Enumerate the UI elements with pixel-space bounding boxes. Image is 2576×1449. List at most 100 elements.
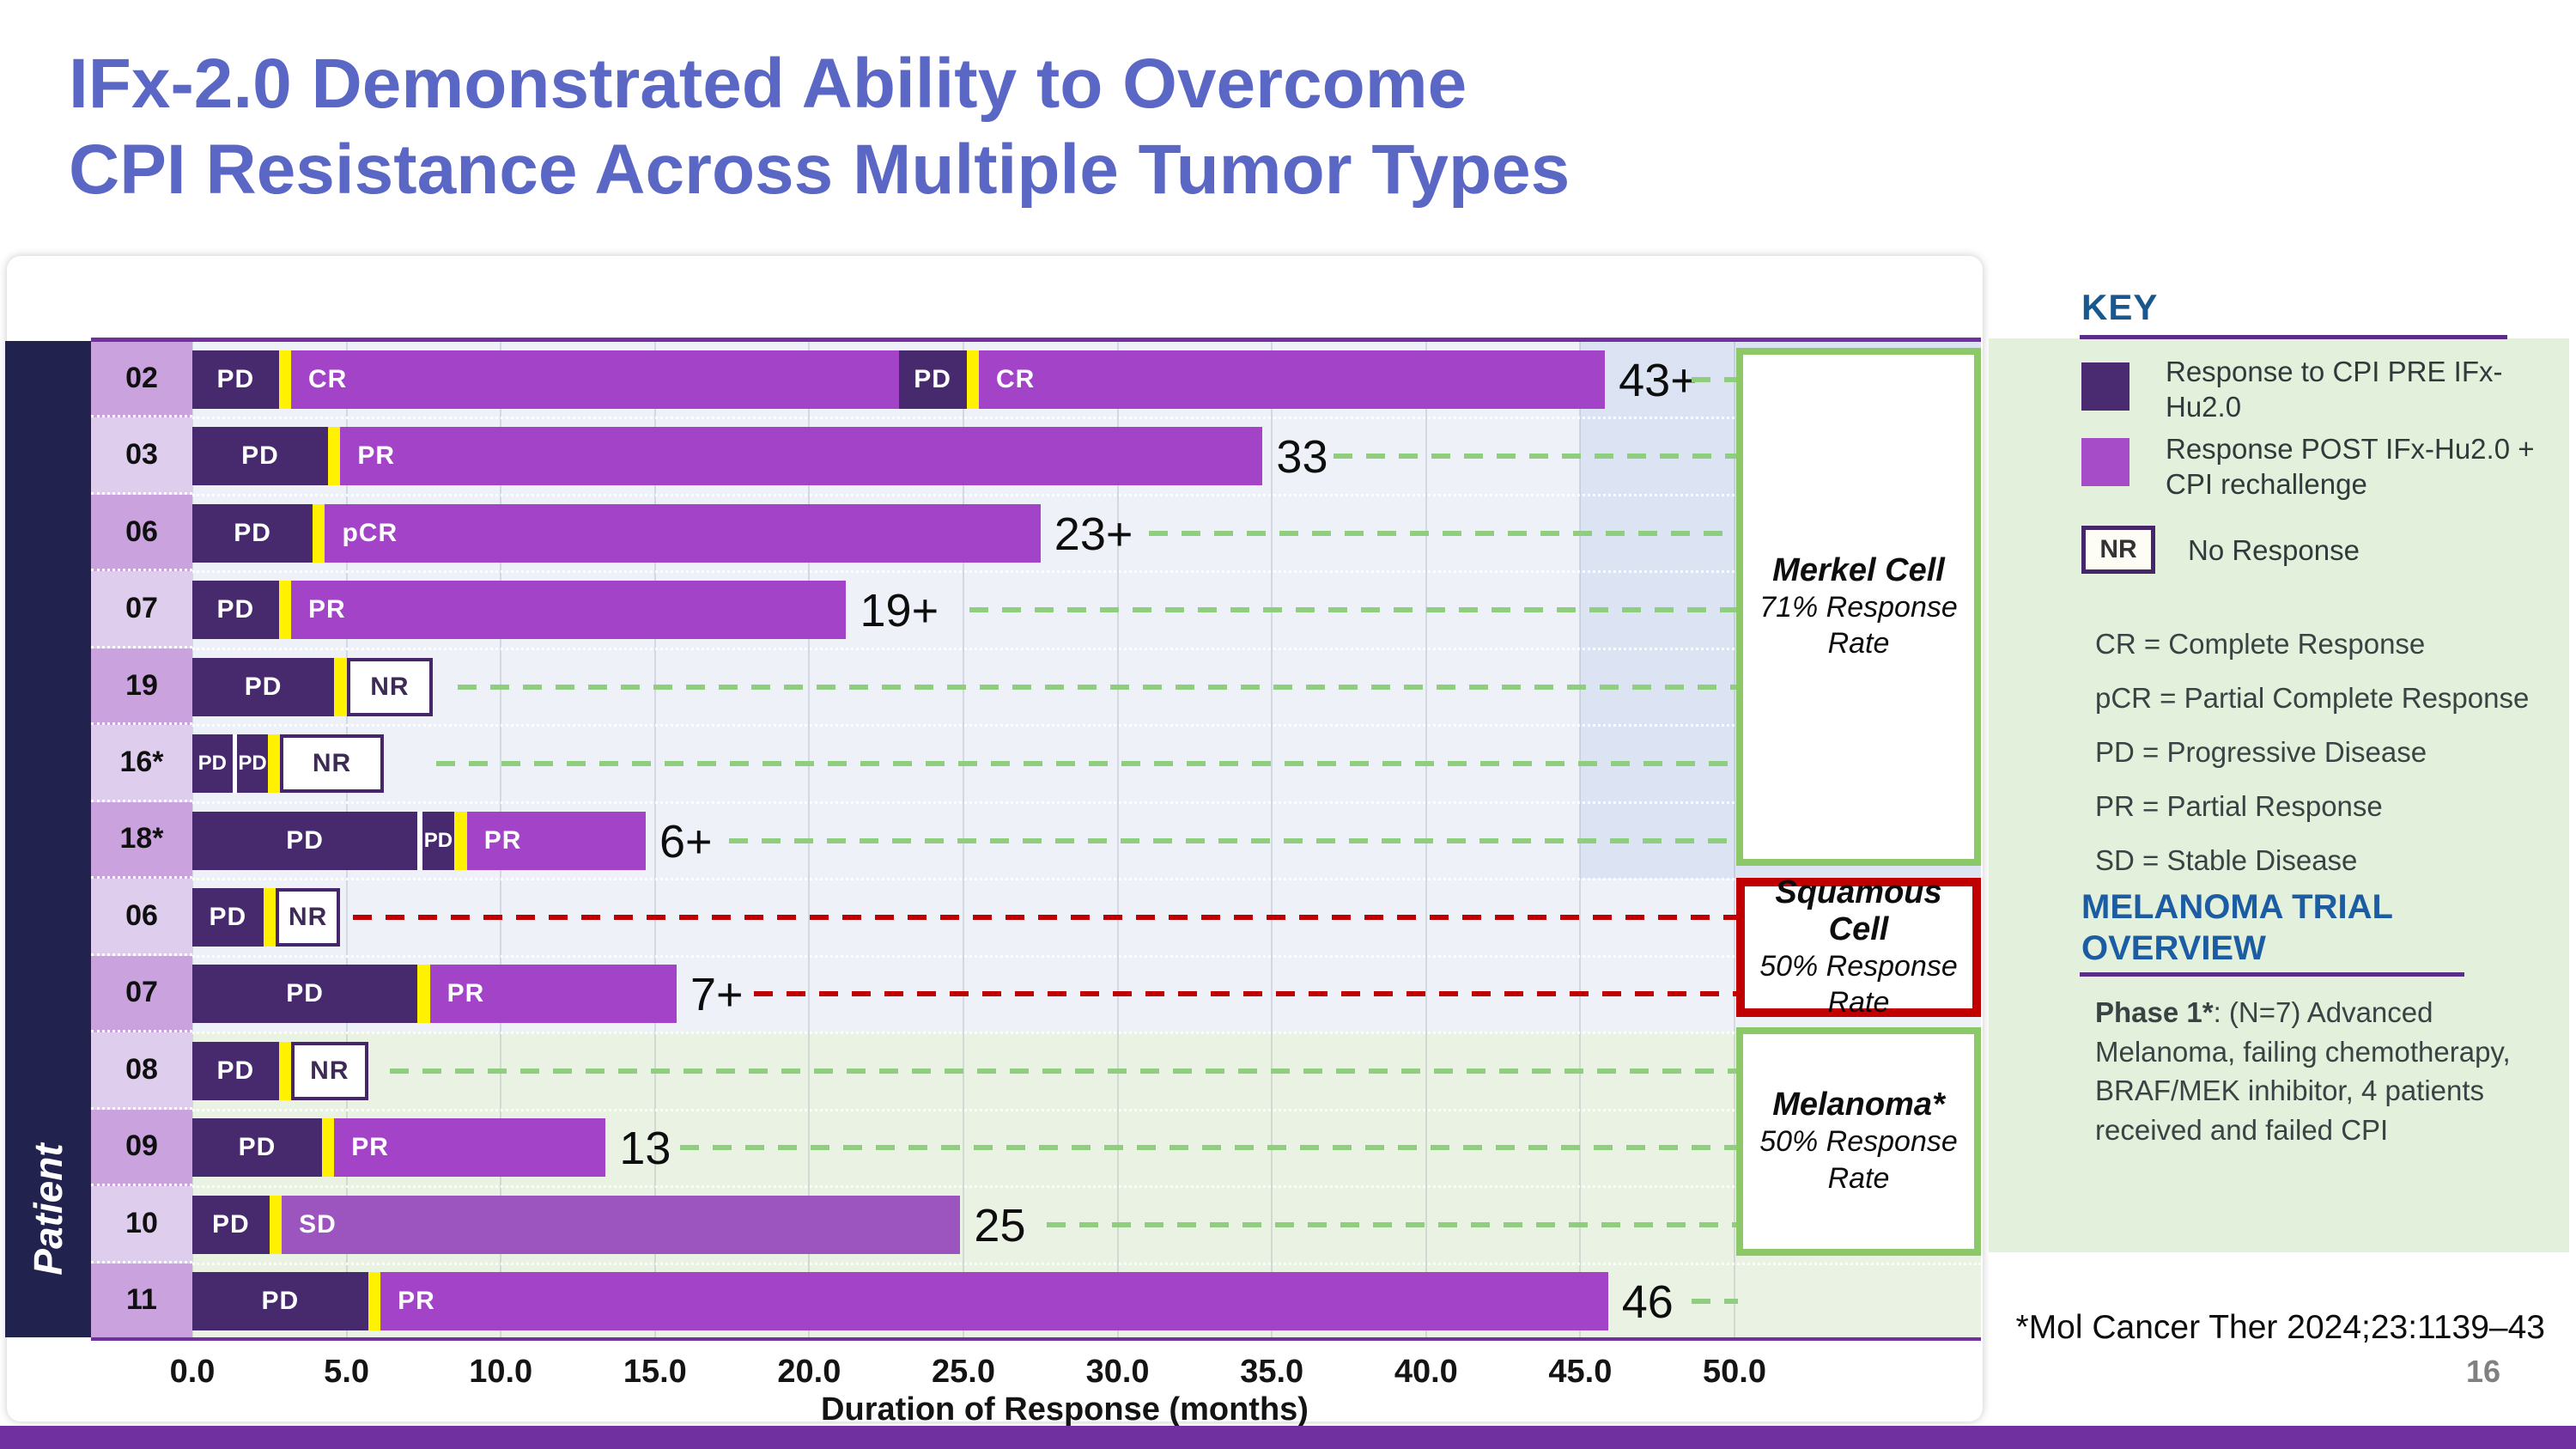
footer-bar bbox=[0, 1426, 2576, 1449]
bar-segment-gap bbox=[232, 734, 238, 794]
segment-label: PD bbox=[261, 1287, 300, 1316]
key-heading: KEY bbox=[2081, 287, 2159, 327]
overview-heading: MELANOMA TRIAL OVERVIEW bbox=[2081, 888, 2393, 967]
bar-segment-nr: NR bbox=[346, 657, 434, 716]
segment-label: PD bbox=[286, 979, 324, 1008]
patient-id-column: 02 03 06 07 19 16* 18* 06 07 08 09 10 11 bbox=[91, 341, 192, 1340]
x-tick-label: 10.0 bbox=[469, 1354, 533, 1390]
plot-bottom-border bbox=[91, 1337, 1981, 1341]
segment-label: PR bbox=[307, 595, 346, 624]
melanoma-box: Melanoma* 50% Response Rate bbox=[1736, 1027, 1981, 1256]
row-separator bbox=[192, 1032, 1981, 1035]
leader-dash-line bbox=[679, 1145, 1738, 1151]
segment-label: pCR bbox=[342, 518, 398, 547]
leader-dash-line bbox=[1046, 1221, 1738, 1227]
x-tick-label: 50.0 bbox=[1703, 1354, 1766, 1390]
segment-label: NR bbox=[289, 902, 328, 931]
abbreviation-definition: PR = Partial Response bbox=[2095, 790, 2383, 822]
bar-segment-divider bbox=[966, 350, 979, 409]
bar-segment-pd: PD bbox=[192, 887, 264, 947]
bar-segment-response: CR bbox=[290, 350, 899, 409]
page-title: IFx-2.0 Demonstrated Ability to Overcome… bbox=[69, 41, 1570, 213]
bar-segment-response: PR bbox=[380, 1272, 1608, 1331]
segment-label: PD bbox=[423, 828, 453, 852]
segment-label: PR bbox=[483, 825, 522, 855]
x-tick-label: 40.0 bbox=[1394, 1354, 1458, 1390]
bar-segment-divider bbox=[268, 734, 281, 794]
abbreviation-definitions: CR = Complete Response pCR = Partial Comp… bbox=[2095, 617, 2529, 887]
segment-label: PD bbox=[241, 441, 279, 471]
squamous-box-subtitle: 50% Response Rate bbox=[1759, 949, 1958, 1020]
title-line-2: CPI Resistance Across Multiple Tumor Typ… bbox=[69, 131, 1571, 210]
segment-label: CR bbox=[995, 364, 1036, 393]
squamous-box-title: Squamous Cell bbox=[1775, 874, 1942, 947]
abbreviation-definition: CR = Complete Response bbox=[2095, 628, 2426, 660]
bar-segment-pd: PD bbox=[192, 1195, 270, 1254]
pre-cpi-label: Response to CPI PRE IFx-Hu2.0 bbox=[2166, 356, 2503, 423]
bar-segment-response: PR bbox=[334, 1118, 606, 1178]
bar-segment-divider bbox=[417, 965, 430, 1024]
segment-label: PD bbox=[216, 595, 255, 624]
duration-value-label: 43+ bbox=[1619, 354, 1698, 406]
post-cpi-swatch-icon bbox=[2081, 438, 2129, 486]
bar-segment-pd: PD bbox=[192, 965, 418, 1024]
duration-value-label: 7+ bbox=[690, 969, 744, 1021]
leader-dash-line bbox=[729, 837, 1738, 843]
patient-id-cell: 16* bbox=[91, 725, 192, 802]
bar-segment-sd: SD bbox=[282, 1195, 961, 1254]
x-tick-label: 25.0 bbox=[932, 1354, 995, 1390]
patient-id-cell: 06 bbox=[91, 494, 192, 572]
bar-segment-response: CR bbox=[978, 350, 1606, 409]
segment-label: SD bbox=[299, 1209, 337, 1239]
segment-label: PR bbox=[398, 1287, 435, 1316]
leader-dash-line bbox=[435, 761, 1738, 767]
duration-value-label: 33 bbox=[1276, 431, 1328, 484]
x-tick-label: 30.0 bbox=[1085, 1354, 1150, 1390]
segment-label: PD bbox=[238, 1133, 276, 1162]
bar-segment-pd: PD bbox=[192, 503, 313, 563]
patient-axis-bar bbox=[5, 341, 91, 1337]
key-underline bbox=[2080, 335, 2507, 339]
duration-value-label: 25 bbox=[974, 1199, 1026, 1251]
bar-segment-divider bbox=[368, 1272, 381, 1331]
legend-panel bbox=[1989, 338, 2569, 1252]
segment-label: NR bbox=[310, 1056, 349, 1085]
bar-segment-divider bbox=[313, 503, 325, 563]
bar-segment-gap bbox=[417, 811, 422, 870]
row-separator bbox=[192, 724, 1981, 728]
x-tick-label: 35.0 bbox=[1240, 1354, 1304, 1390]
segment-label: PR bbox=[351, 1133, 389, 1162]
patient-id-cell: 03 bbox=[91, 417, 192, 495]
segment-label: NR bbox=[370, 672, 410, 701]
bar-segment-divider bbox=[334, 657, 347, 716]
x-tick-label: 5.0 bbox=[324, 1354, 370, 1390]
pre-cpi-swatch-icon bbox=[2081, 362, 2129, 411]
x-tick-label: 0.0 bbox=[169, 1354, 216, 1390]
leader-dash-line bbox=[1334, 454, 1738, 460]
row-separator bbox=[192, 801, 1981, 804]
duration-value-label: 46 bbox=[1621, 1276, 1674, 1329]
duration-value-label: 6+ bbox=[659, 815, 713, 868]
row-separator bbox=[192, 417, 1981, 420]
leader-dash-line bbox=[1691, 1299, 1738, 1305]
row-separator bbox=[192, 1262, 1981, 1265]
patient-id-cell: 18* bbox=[91, 801, 192, 880]
leader-dash-line bbox=[753, 991, 1738, 997]
segment-label: PR bbox=[447, 979, 485, 1008]
leader-dash-line bbox=[969, 607, 1738, 613]
squamous-cell-box: Squamous Cell 50% Response Rate bbox=[1736, 874, 1981, 1019]
bar-segment-pd: PD bbox=[192, 581, 279, 640]
bar-segment-response: PR bbox=[429, 965, 677, 1024]
post-cpi-label: Response POST IFx-Hu2.0 + CPI rechalleng… bbox=[2166, 433, 2535, 501]
page-number: 16 bbox=[2466, 1354, 2501, 1389]
overview-underline bbox=[2080, 972, 2464, 977]
bar-segment-pd: PD bbox=[898, 350, 967, 409]
x-axis-title: Duration of Response (months) bbox=[821, 1391, 1309, 1428]
bar-segment-pd: PD bbox=[237, 734, 268, 794]
x-tick-label: 45.0 bbox=[1548, 1354, 1613, 1390]
x-tick-label: 20.0 bbox=[777, 1354, 841, 1390]
bar-segment-nr: NR bbox=[280, 734, 384, 794]
bar-segment-response: pCR bbox=[325, 503, 1041, 563]
row-separator bbox=[192, 493, 1981, 496]
